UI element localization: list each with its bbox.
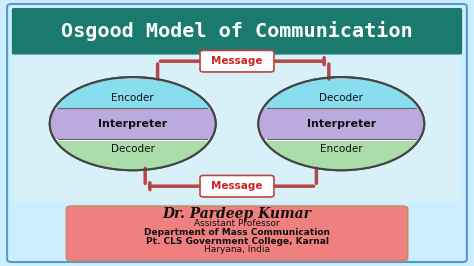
FancyBboxPatch shape: [258, 141, 424, 172]
Text: Haryana, India: Haryana, India: [204, 246, 270, 255]
FancyBboxPatch shape: [50, 141, 216, 172]
Text: Dr. Pardeep Kumar: Dr. Pardeep Kumar: [163, 207, 311, 221]
FancyBboxPatch shape: [200, 176, 274, 197]
Circle shape: [50, 77, 216, 170]
FancyBboxPatch shape: [258, 109, 424, 139]
Text: Message: Message: [211, 181, 263, 191]
FancyBboxPatch shape: [12, 8, 462, 55]
Text: Encoder: Encoder: [111, 93, 154, 103]
FancyBboxPatch shape: [14, 56, 460, 203]
FancyBboxPatch shape: [200, 51, 274, 72]
Text: Interpreter: Interpreter: [307, 119, 376, 129]
FancyBboxPatch shape: [258, 79, 424, 110]
FancyBboxPatch shape: [66, 206, 408, 261]
Text: Encoder: Encoder: [320, 144, 363, 154]
Text: Message: Message: [211, 56, 263, 66]
Circle shape: [258, 77, 424, 170]
Text: Decoder: Decoder: [319, 93, 363, 103]
Text: Osgood Model of Communication: Osgood Model of Communication: [61, 21, 413, 41]
Text: Interpreter: Interpreter: [98, 119, 167, 129]
FancyBboxPatch shape: [50, 79, 216, 110]
FancyBboxPatch shape: [50, 109, 216, 139]
Text: Decoder: Decoder: [111, 144, 155, 154]
Text: Department of Mass Communication: Department of Mass Communication: [144, 228, 330, 236]
Text: Assistant Professor: Assistant Professor: [194, 219, 280, 228]
Text: Pt. CLS Government College, Karnal: Pt. CLS Government College, Karnal: [146, 236, 328, 246]
